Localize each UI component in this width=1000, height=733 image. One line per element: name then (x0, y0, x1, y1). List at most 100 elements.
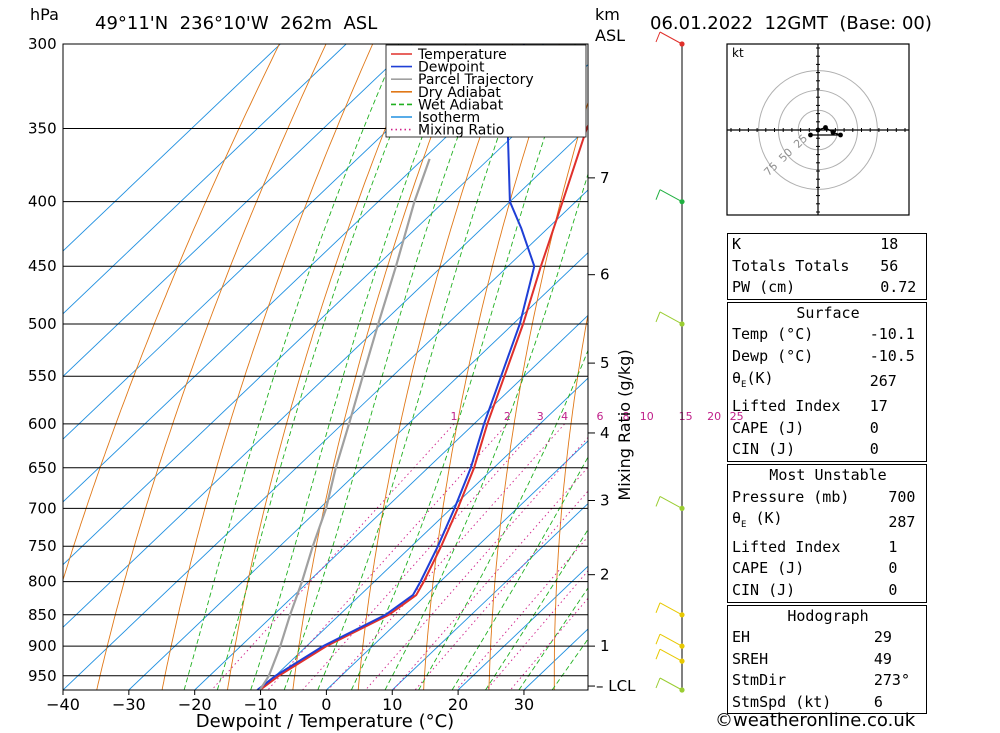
index-value: 0.72 (880, 278, 917, 297)
height-unit-label-2: ASL (595, 26, 625, 45)
profile-series (256, 44, 588, 690)
index-value: 56 (880, 256, 899, 275)
mixing-ratio-line (365, 436, 588, 690)
isotherm-lines (63, 44, 588, 690)
index-label: Dewp (°C) (732, 346, 814, 365)
pressure-tick-label: 550 (28, 367, 57, 385)
index-label: CIN (J) (732, 440, 796, 459)
dry-adiabat-line (63, 44, 280, 582)
index-value: 287 (888, 512, 916, 531)
copyright-icon: © (715, 710, 733, 731)
hodograph-point (830, 130, 836, 135)
index-row-pressure: Pressure (mb) 700 (728, 487, 928, 509)
pressure-tick-label: 350 (28, 119, 57, 137)
index-value: 6 (873, 692, 883, 711)
mixing-ratio-lines (211, 423, 588, 690)
hodograph-index-box: Hodograph EH 29 SREH 49 StmDir 273° StmSpd … (727, 604, 928, 715)
index-value: 49 (873, 649, 892, 668)
index-row-li: Lifted Index 1 (728, 537, 928, 559)
legend-label: Wet Adiabat (418, 97, 504, 113)
index-label: θE (K) (732, 509, 783, 531)
plot-frame (62, 43, 589, 691)
wind-barb (655, 602, 683, 616)
x-tick-label: −30 (112, 695, 146, 714)
index-row-eh: EH 29 (728, 627, 928, 649)
pressure-tick-label: 850 (28, 606, 57, 624)
km-tick-label: 1 (600, 637, 610, 655)
isotherm-line (457, 565, 588, 690)
index-row-stmdir: StmDir 273° (728, 670, 928, 692)
wind-barb (655, 311, 683, 325)
pressure-tick-label: 700 (28, 499, 57, 517)
hodograph-point (823, 125, 828, 130)
datetime-title: 06.01.2022 12GMT (Base: 00) (650, 13, 932, 34)
dry-adiabat-line (96, 44, 327, 690)
dry-adiabat-line (553, 312, 588, 690)
index-label: StmSpd (kt) (732, 692, 832, 711)
hodograph-index-title: Hodograph (787, 606, 869, 625)
index-value: 273° (873, 671, 910, 690)
index-label: PW (cm) (732, 278, 796, 297)
wet-adiabat-line (418, 349, 588, 690)
isotherm-line (63, 63, 588, 566)
index-value: 0 (888, 559, 898, 578)
index-row-cin: CIN (J) 0 (728, 439, 928, 461)
x-tick-label: −40 (46, 695, 80, 714)
index-value: 267 (869, 372, 897, 391)
index-label: Lifted Index (732, 537, 841, 556)
mixing-ratio-label: 10 (640, 410, 654, 423)
index-row-sreh: SREH 49 (728, 649, 928, 671)
index-row-li: Lifted Index 17 (728, 396, 928, 418)
index-label: Pressure (mb) (732, 487, 850, 506)
height-unit-label: km (595, 5, 620, 24)
wet-adiabat-line (183, 44, 400, 690)
x-tick-label: −10 (244, 695, 278, 714)
dry-adiabat-line (161, 44, 374, 690)
footer-copyright[interactable]: ©weatheronline.co.uk (715, 710, 915, 731)
index-row-theta: θE(K) 267 (728, 368, 928, 397)
isotherm-line (260, 377, 588, 690)
x-tick-label: 0 (321, 695, 331, 714)
index-label: K (732, 235, 742, 253)
legend-label: Dewpoint (418, 60, 485, 76)
pressure-tick-label: 750 (28, 537, 57, 555)
wet-adiabat-line (518, 587, 588, 690)
mixing-ratio-line (392, 466, 588, 690)
site-name: weatheronline.co.uk (733, 710, 916, 731)
wind-barb (655, 31, 683, 45)
km-tick-label: 2 (600, 566, 610, 584)
index-label: StmDir (732, 671, 787, 690)
indices-basic-box: K 18 Totals Totals 56 PW (cm) 0.72 (727, 233, 927, 300)
index-value: 0 (869, 418, 879, 437)
mixing-ratio-label: 1 (450, 410, 457, 423)
mixing-ratio-label: 3 (537, 410, 544, 423)
index-value: 0 (869, 440, 879, 459)
hodograph-point (808, 132, 813, 138)
isotherm-line (63, 44, 347, 315)
km-tick-label: 3 (600, 492, 610, 510)
wet-adiabat-line (451, 456, 588, 690)
pressure-tick-label: 650 (28, 459, 57, 477)
x-tick-label: 10 (382, 695, 402, 714)
mixing-ratio-label: 8 (623, 410, 630, 423)
dry-adiabat-line (357, 44, 514, 690)
pressure-tick-label: 400 (28, 193, 57, 211)
mixing-ratio-line (327, 423, 565, 690)
wind-barb (655, 495, 683, 509)
index-label: Totals Totals (732, 256, 850, 275)
km-tick-label: 5 (600, 354, 610, 372)
dry-adiabat-line (964, 44, 1000, 690)
isotherm-line (128, 252, 588, 690)
isotherm-line (63, 44, 413, 378)
location-title: 49°11'N 236°10'W 262m ASL (95, 13, 377, 34)
wind-barb (655, 633, 683, 647)
series-line-dewpoint (256, 44, 536, 690)
mixing-ratio-label: 2 (504, 410, 511, 423)
km-tick-label: 7 (600, 169, 610, 187)
wind-barb-dot (679, 658, 685, 664)
index-value: -10.5 (869, 346, 915, 365)
km-tick-label: 6 (600, 266, 610, 284)
